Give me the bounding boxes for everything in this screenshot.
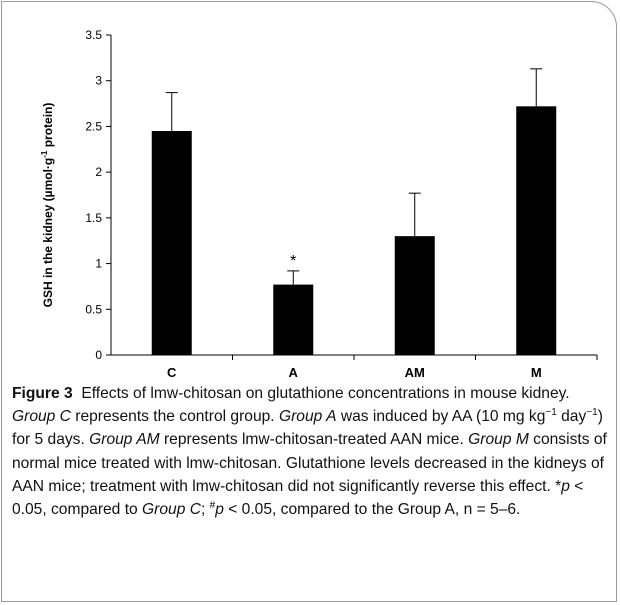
significance-marker: *	[290, 253, 296, 270]
figure-caption: Figure 3 Effects of lmw-chitosan on glut…	[12, 385, 607, 519]
bar	[273, 284, 314, 355]
x-category-label: M	[531, 365, 542, 380]
bar	[394, 236, 435, 355]
chart-axes	[110, 35, 598, 360]
bar	[151, 131, 192, 355]
y-tick-label: 2.5	[85, 119, 102, 133]
x-category-label: C	[167, 365, 177, 380]
y-tick-label: 0.5	[85, 302, 102, 316]
bars: *	[151, 68, 557, 355]
y-ticks: 0 0.5 1 1.5 2 2.5 3 3.5	[85, 28, 111, 362]
x-category-labels: C A AM M	[167, 365, 542, 380]
y-tick-label: 2	[95, 165, 102, 179]
y-tick-label: 1	[95, 257, 102, 271]
y-tick-label: 1.5	[85, 211, 102, 225]
figure-label: Figure 3	[12, 385, 73, 402]
bar-chart: 0 0.5 1 1.5 2 2.5 3 3.5 * C A AM M GSH in the kidn…	[40, 28, 598, 380]
y-tick-label: 3.5	[85, 28, 102, 42]
y-axis-title: GSH in the kidney (µmol·g-1 protein)	[40, 103, 55, 308]
y-tick-label: 0	[95, 348, 102, 362]
bar	[516, 106, 557, 355]
y-tick-label: 3	[95, 74, 102, 88]
x-category-label: AM	[405, 365, 425, 380]
x-category-label: A	[289, 365, 299, 380]
